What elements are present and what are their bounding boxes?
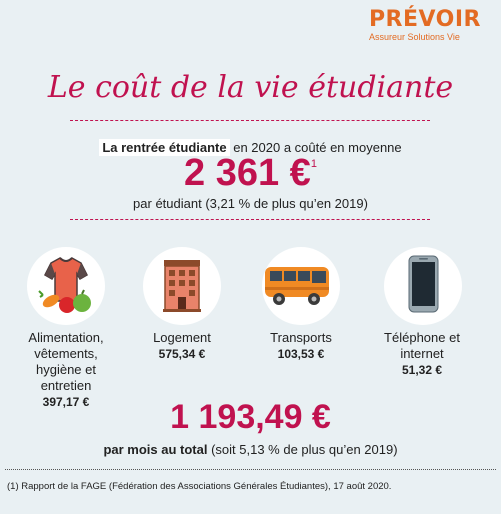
shirt-food-graphic [38, 257, 91, 313]
main-amount-subtitle: par étudiant (3,21 % de plus qu’en 2019) [133, 196, 368, 211]
category-phone-internet: Téléphone et internet 51,32 € [366, 330, 478, 378]
footnote-ref: 1 [310, 158, 317, 170]
prevoir-logo: PRÉVOIR Assureur Solutions Vie [368, 7, 481, 43]
category-value: 51,32 € [401, 363, 443, 377]
category-value: 397,17 € [42, 395, 90, 409]
category-label: Logement [153, 330, 211, 345]
total-caption-bold: par mois au total [103, 442, 208, 457]
monthly-total: 1 193,49 € [170, 398, 331, 436]
category-value: 575,34 € [158, 347, 206, 361]
smartphone-graphic [408, 255, 439, 313]
divider-bottom [70, 219, 430, 220]
building-graphic [163, 260, 201, 312]
category-label: Alimentation, vêtements, hygiène et entr… [28, 330, 104, 393]
total-caption: par mois au total (soit 5,13 % de plus q… [0, 442, 501, 457]
total-caption-rest: (soit 5,13 % de plus qu’en 2019) [207, 442, 398, 457]
intro-highlight: La rentrée étudiante [99, 139, 230, 156]
main-amount: 2 361 €1 [0, 152, 501, 195]
category-transport: Transports 103,53 € [245, 330, 357, 362]
category-label: Transports [270, 330, 332, 345]
building-icon [143, 247, 221, 325]
logo-wordmark: PRÉVOIR [368, 7, 481, 32]
bus-graphic [265, 267, 329, 305]
footnote: (1) Rapport de la FAGE (Fédération des A… [7, 481, 392, 492]
footnote-divider [5, 469, 496, 470]
logo-tagline: Assureur Solutions Vie [368, 32, 460, 42]
intro-text: La rentrée étudiante en 2020 a coûté en … [0, 139, 501, 156]
divider-top [70, 120, 430, 121]
smartphone-icon [384, 247, 462, 325]
page-title: Le coût de la vie étudiante [47, 70, 454, 105]
category-value: 103,53 € [277, 347, 325, 361]
category-food-clothing: Alimentation, vêtements, hygiène et entr… [10, 330, 122, 410]
shirt-food-icon [27, 247, 105, 325]
main-amount-value: 2 361 € [184, 152, 311, 194]
category-housing: Logement 575,34 € [126, 330, 238, 362]
category-label: Téléphone et internet [384, 330, 460, 361]
bus-icon [262, 247, 340, 325]
intro-rest: en 2020 a coûté en moyenne [229, 140, 402, 155]
